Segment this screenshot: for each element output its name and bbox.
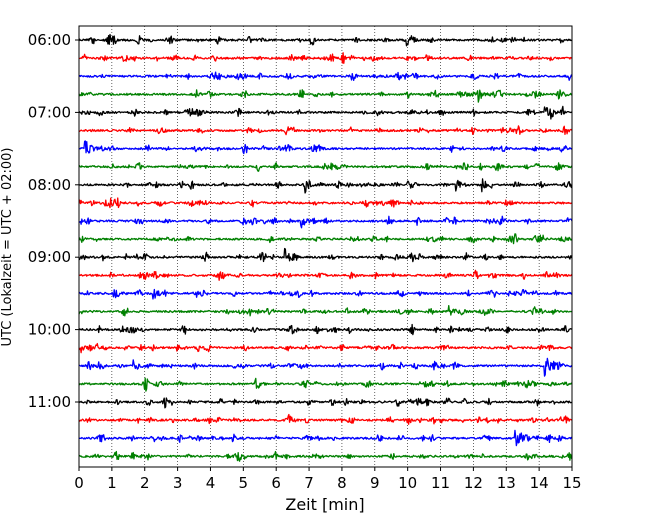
seismogram-trace [78,342,573,354]
seismogram-trace [78,429,573,447]
seismogram-trace [78,413,573,425]
x-tick-label: 6 [271,474,281,492]
x-tick-label: 7 [304,474,314,492]
seismogram-trace [78,233,573,245]
seismogram-trace [78,33,573,47]
x-tick-label: 10 [398,474,417,492]
seismogram-trace [78,178,573,194]
seismogram-trace [78,357,573,377]
x-tick-label: 12 [464,474,483,492]
x-tick-label: 9 [370,474,380,492]
seismogram-trace [78,52,573,64]
seismogram-trace [78,269,573,281]
x-axis-label: Zeit [min] [285,495,364,514]
y-tick-label: 07:00 [28,103,71,121]
x-axis: 0 1 2 3 4 5 6 7 8 9 10 11 12 13 14 15 [74,467,582,492]
seismogram-trace [78,397,573,409]
seismogram-trace [78,140,573,155]
y-tick-label: 08:00 [28,176,71,194]
seismogram-trace [78,377,573,392]
x-tick-label: 11 [431,474,450,492]
seismogram-trace [78,105,573,120]
seismogram-trace [78,288,573,300]
seismogram-trace [78,450,573,462]
y-tick-label: 09:00 [28,248,71,266]
seismogram-trace [78,304,573,317]
seismogram-trace [78,247,573,263]
x-tick-label: 13 [497,474,516,492]
x-tick-label: 4 [206,474,216,492]
seismogram-trace [78,197,573,209]
y-axis: 06:00 07:00 08:00 09:00 10:00 11:00 [28,31,79,411]
seismogram-trace [78,71,573,81]
plot-frame [78,25,573,468]
seismogram-trace [78,125,573,136]
y-tick-label: 10:00 [28,321,71,339]
x-tick-label: 2 [140,474,150,492]
x-tick-label: 8 [337,474,347,492]
seismogram-trace [78,323,573,336]
seismogram-traces [78,33,573,462]
x-tick-label: 5 [239,474,249,492]
x-tick-label: 15 [562,474,581,492]
y-axis-label: UTC (Lokalzeit = UTC + 02:00) [0,148,15,347]
seismogram-trace [78,89,573,103]
seismogram-trace [78,162,573,172]
x-tick-label: 14 [530,474,549,492]
seismogram-trace [78,215,573,229]
x-tick-label: 3 [173,474,183,492]
y-tick-label: 06:00 [28,31,71,49]
plot-background [79,26,572,467]
y-tick-label: 11:00 [28,393,71,411]
x-tick-label: 0 [74,474,84,492]
x-tick-label: 1 [107,474,117,492]
